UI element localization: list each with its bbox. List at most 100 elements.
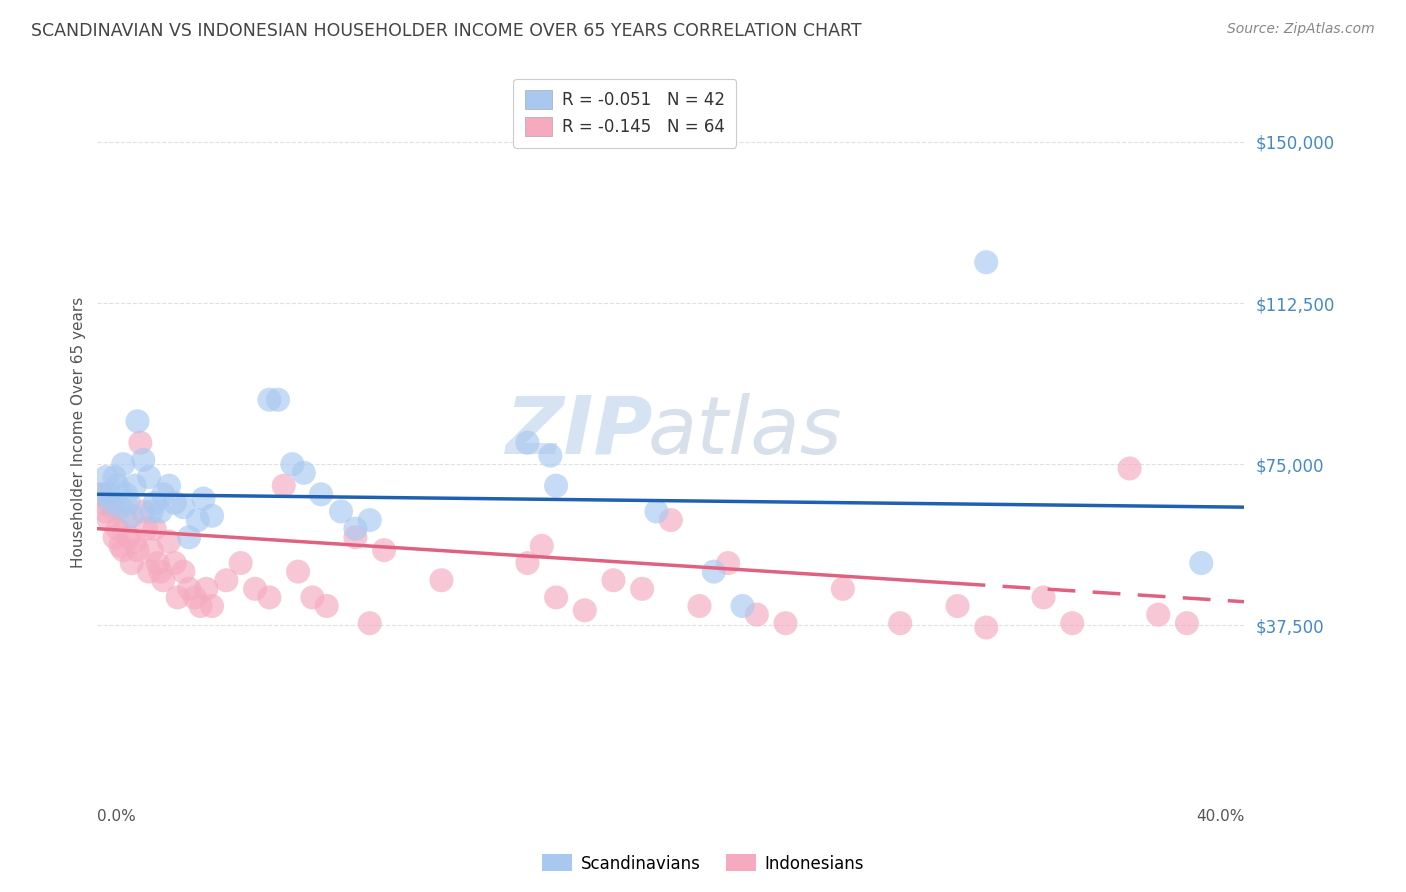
Point bbox=[689, 599, 711, 613]
Point bbox=[129, 435, 152, 450]
Point bbox=[645, 504, 668, 518]
Point bbox=[115, 487, 138, 501]
Text: 64: 64 bbox=[709, 121, 731, 139]
Point bbox=[775, 616, 797, 631]
Point bbox=[97, 513, 120, 527]
Point bbox=[163, 556, 186, 570]
Y-axis label: Householder Income Over 65 years: Householder Income Over 65 years bbox=[72, 296, 86, 567]
Point bbox=[166, 591, 188, 605]
Point bbox=[516, 556, 538, 570]
Point bbox=[1175, 616, 1198, 631]
Point bbox=[187, 513, 209, 527]
Point bbox=[1118, 461, 1140, 475]
Point bbox=[330, 504, 353, 518]
Point bbox=[138, 470, 160, 484]
Point bbox=[731, 599, 754, 613]
Text: atlas: atlas bbox=[648, 393, 842, 471]
Point bbox=[301, 591, 323, 605]
Text: -0.051: -0.051 bbox=[621, 86, 681, 103]
Point bbox=[177, 582, 200, 596]
Point bbox=[201, 508, 224, 523]
Point bbox=[259, 591, 281, 605]
Point bbox=[631, 582, 654, 596]
Point bbox=[124, 478, 146, 492]
Point bbox=[309, 487, 332, 501]
Point bbox=[141, 543, 163, 558]
Point bbox=[602, 573, 624, 587]
Point bbox=[430, 573, 453, 587]
Point bbox=[103, 530, 125, 544]
Point bbox=[132, 504, 155, 518]
Point bbox=[745, 607, 768, 622]
Text: N =: N = bbox=[671, 86, 718, 103]
Point bbox=[135, 522, 157, 536]
Point bbox=[103, 470, 125, 484]
Point bbox=[546, 591, 568, 605]
Point bbox=[127, 543, 149, 558]
Point bbox=[546, 478, 568, 492]
Point bbox=[118, 530, 141, 544]
Point bbox=[344, 522, 367, 536]
Point bbox=[574, 603, 596, 617]
Point bbox=[141, 504, 163, 518]
Text: R =: R = bbox=[574, 121, 609, 139]
Point bbox=[281, 457, 304, 471]
Point bbox=[889, 616, 911, 631]
Point bbox=[273, 478, 295, 492]
Point bbox=[100, 496, 122, 510]
Point bbox=[703, 565, 725, 579]
Point bbox=[831, 582, 853, 596]
Point bbox=[516, 435, 538, 450]
Text: 0.0%: 0.0% bbox=[97, 809, 136, 824]
Point bbox=[118, 496, 141, 510]
Text: SCANDINAVIAN VS INDONESIAN HOUSEHOLDER INCOME OVER 65 YEARS CORRELATION CHART: SCANDINAVIAN VS INDONESIAN HOUSEHOLDER I… bbox=[31, 22, 862, 40]
Point bbox=[112, 543, 135, 558]
Point bbox=[157, 534, 180, 549]
Point bbox=[146, 556, 169, 570]
Point bbox=[100, 500, 122, 515]
Legend: Scandinavians, Indonesians: Scandinavians, Indonesians bbox=[536, 847, 870, 880]
Text: 40.0%: 40.0% bbox=[1197, 809, 1244, 824]
Point bbox=[127, 414, 149, 428]
Point bbox=[344, 530, 367, 544]
Point bbox=[172, 565, 194, 579]
Point bbox=[1032, 591, 1054, 605]
Point bbox=[97, 487, 120, 501]
Point bbox=[946, 599, 969, 613]
Point bbox=[201, 599, 224, 613]
Point bbox=[195, 582, 218, 596]
Point bbox=[193, 491, 215, 506]
Point bbox=[974, 255, 997, 269]
Point bbox=[94, 470, 117, 484]
Point bbox=[110, 539, 132, 553]
Point bbox=[157, 478, 180, 492]
Point bbox=[143, 522, 166, 536]
Point bbox=[112, 457, 135, 471]
Point bbox=[143, 496, 166, 510]
Point bbox=[287, 565, 309, 579]
Point bbox=[215, 573, 238, 587]
Point bbox=[229, 556, 252, 570]
Point bbox=[1147, 607, 1170, 622]
Point bbox=[359, 616, 381, 631]
Point bbox=[184, 591, 207, 605]
Point bbox=[163, 496, 186, 510]
Legend: R = -0.051   N = 42, R = -0.145   N = 64: R = -0.051 N = 42, R = -0.145 N = 64 bbox=[513, 78, 737, 148]
Point bbox=[538, 449, 561, 463]
Point bbox=[138, 565, 160, 579]
Point bbox=[89, 487, 111, 501]
Point bbox=[107, 522, 129, 536]
Point bbox=[359, 513, 381, 527]
Point bbox=[152, 573, 174, 587]
Point bbox=[124, 534, 146, 549]
Point bbox=[267, 392, 290, 407]
Point bbox=[530, 539, 553, 553]
Point bbox=[190, 599, 212, 613]
Point bbox=[243, 582, 266, 596]
Point bbox=[91, 496, 114, 510]
Point bbox=[94, 504, 117, 518]
Text: -0.145: -0.145 bbox=[621, 121, 681, 139]
Point bbox=[149, 565, 172, 579]
Point bbox=[177, 530, 200, 544]
Text: R =: R = bbox=[574, 86, 609, 103]
